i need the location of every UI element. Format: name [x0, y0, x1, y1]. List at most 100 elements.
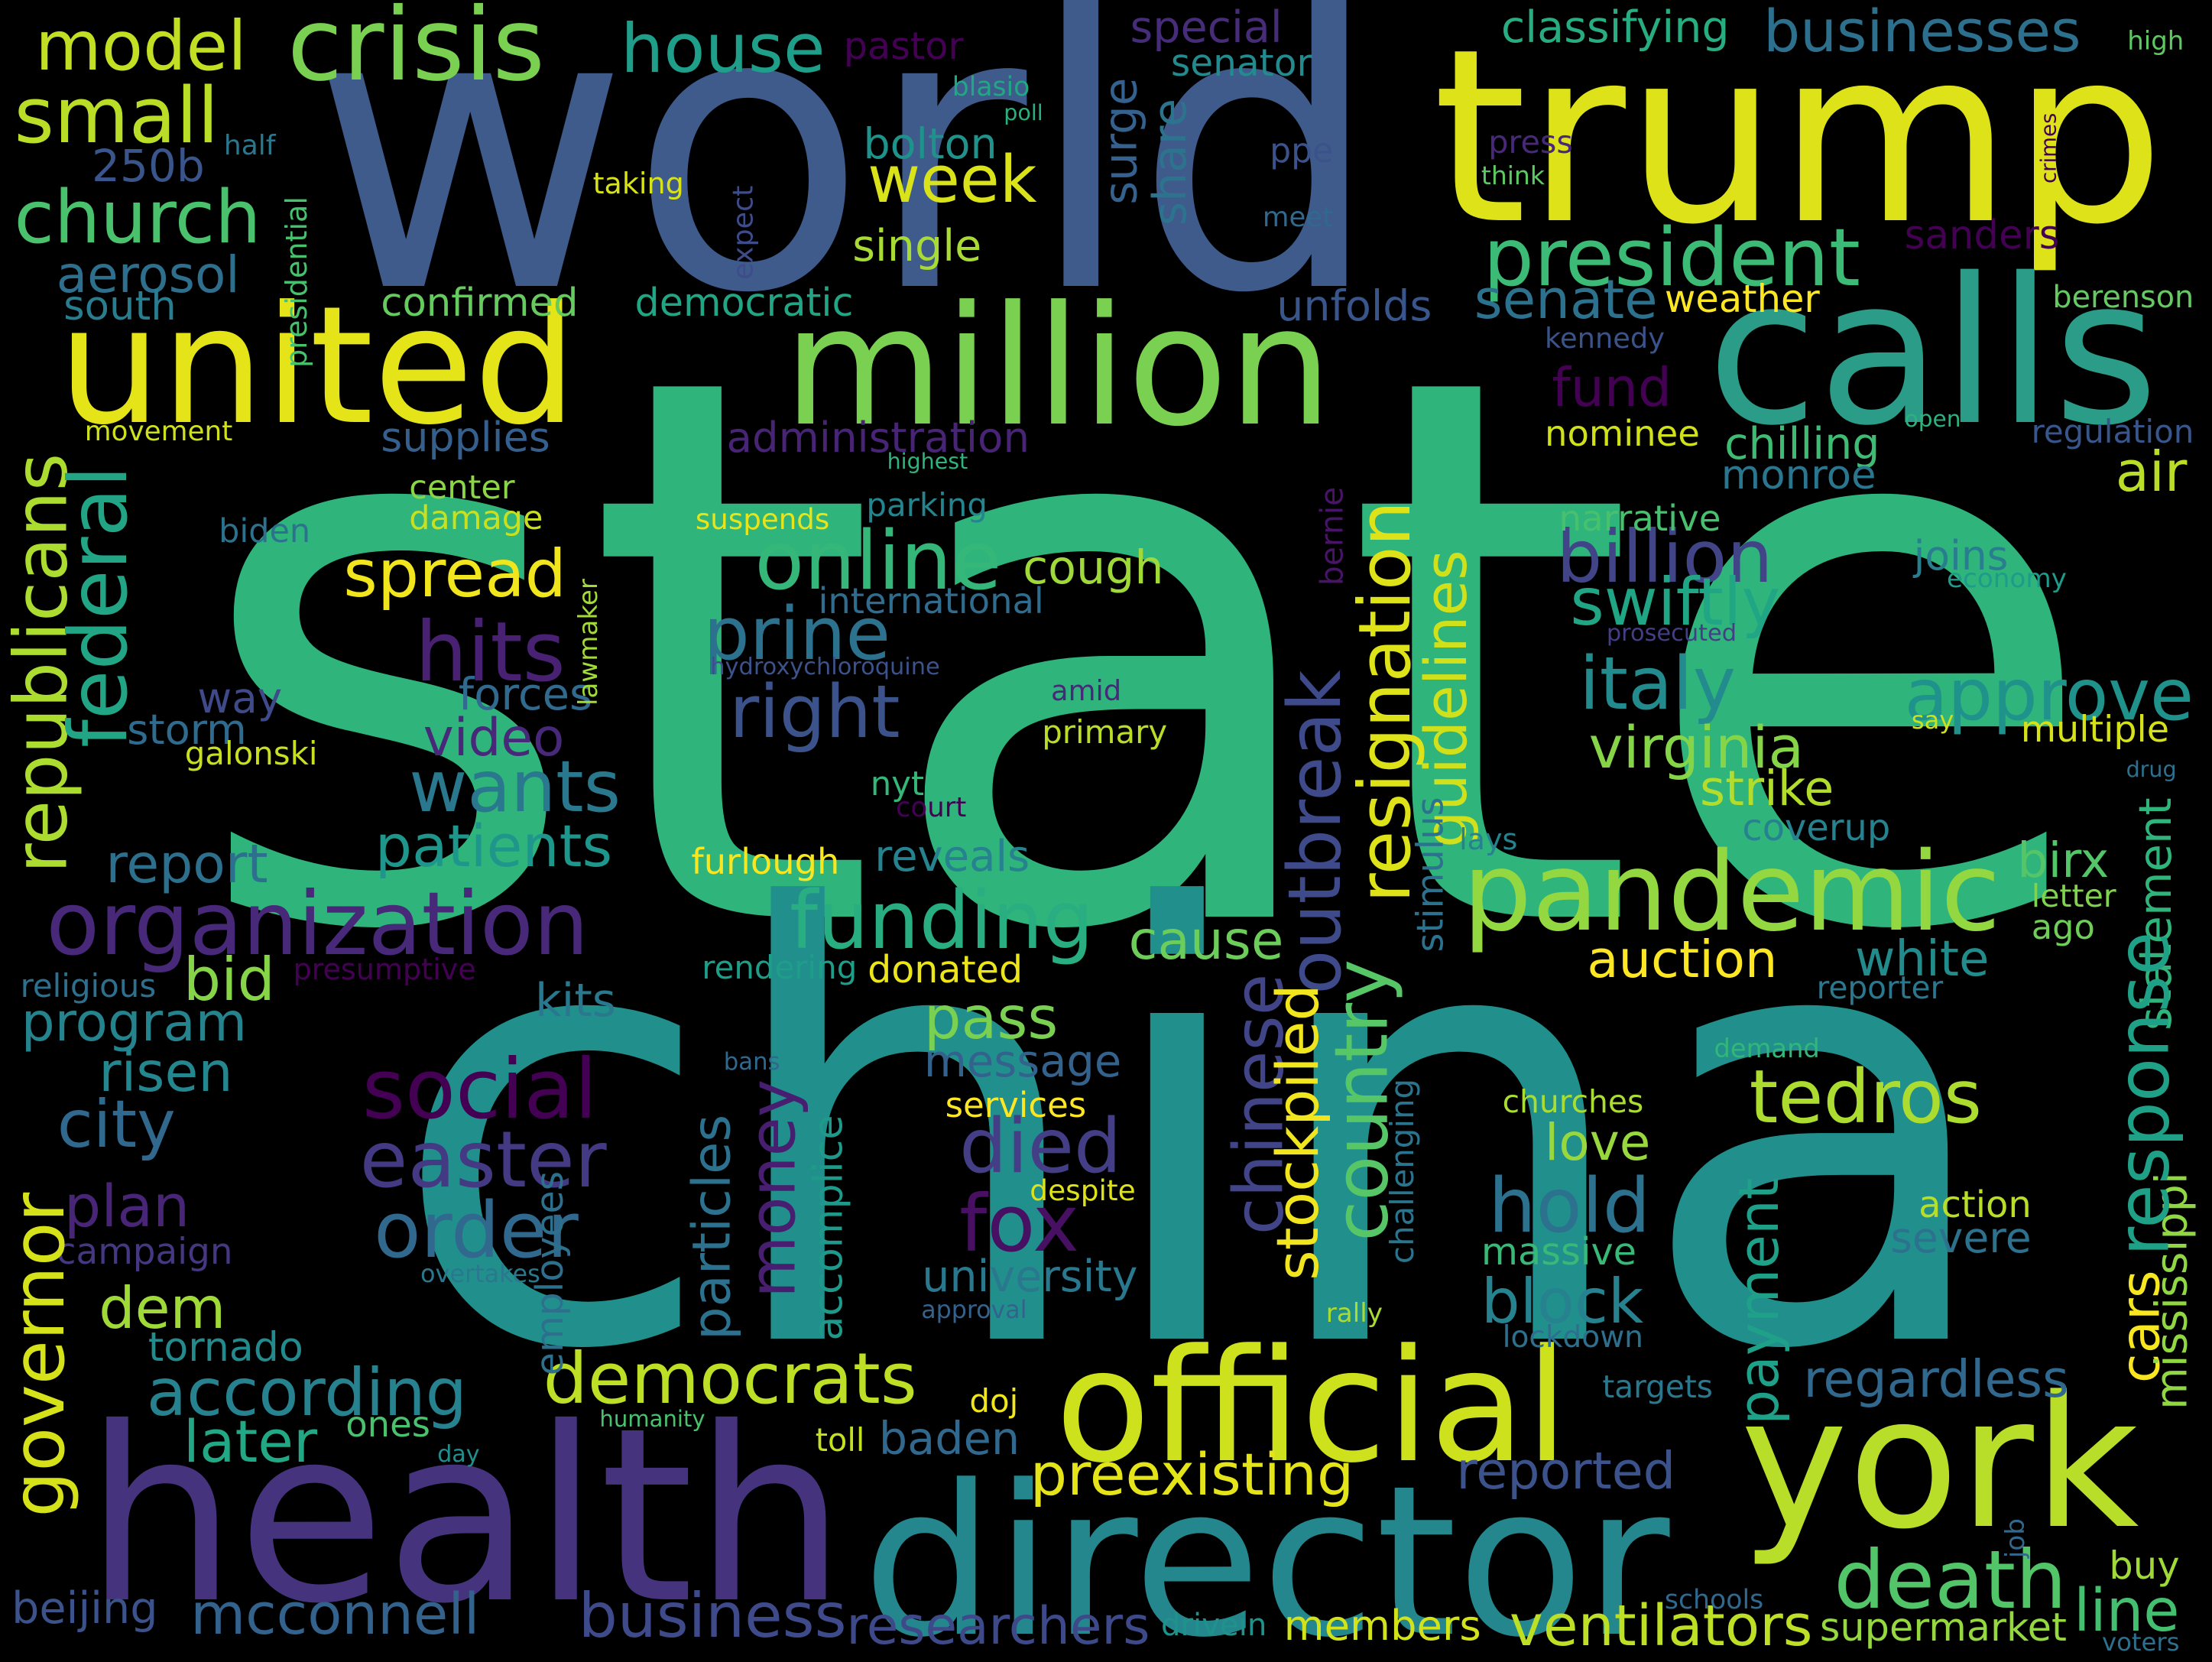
word-movement: movement — [84, 415, 233, 447]
word-berenson: berenson — [2052, 279, 2194, 315]
word-later: later — [183, 1408, 318, 1476]
word-drivein: drivein — [1161, 1608, 1267, 1644]
word-risen: risen — [99, 1040, 233, 1105]
word-lockdown: lockdown — [1502, 1320, 1643, 1355]
word-meet: meet — [1262, 201, 1334, 233]
word-died: died — [959, 1102, 1122, 1190]
word-line: line — [2074, 1577, 2180, 1646]
word-payment: payment — [1727, 1178, 1792, 1426]
word-ones: ones — [345, 1404, 430, 1445]
word-report: report — [105, 833, 268, 895]
word-doj: doj — [969, 1381, 1019, 1420]
word-press: press — [1488, 123, 1573, 161]
word-democratic: democratic — [634, 280, 854, 326]
word-presidential: presidential — [279, 196, 313, 368]
word-state: state — [190, 216, 2103, 1096]
word-kits: kits — [535, 973, 617, 1027]
word-high: high — [2127, 25, 2184, 56]
word-swiftly: swiftly — [1570, 565, 1781, 641]
word-drug: drug — [2126, 756, 2177, 782]
word-lays: lays — [1459, 823, 1518, 857]
word-toll: toll — [815, 1421, 865, 1459]
word-regulation: regulation — [2031, 412, 2194, 450]
word-pandemic: pandemic — [1462, 829, 2001, 956]
word-birx: birx — [2017, 832, 2110, 889]
word-senator: senator — [1170, 41, 1312, 85]
word-galonski: galonski — [184, 734, 318, 772]
word-monroe: monroe — [1721, 452, 1876, 499]
word-bernie: bernie — [1312, 486, 1350, 586]
word-calls: calls — [1707, 235, 2158, 470]
word-beijing: beijing — [11, 1582, 158, 1634]
word-million: million — [783, 271, 1333, 463]
word-forces: forces — [458, 668, 593, 721]
word-organization: organization — [46, 872, 589, 975]
word-crimes: crimes — [2035, 112, 2061, 184]
word-fox: fox — [959, 1177, 1079, 1270]
word-video: video — [423, 706, 565, 768]
word-city: city — [57, 1087, 176, 1164]
word-unfolds: unfolds — [1276, 281, 1432, 331]
word-multiple: multiple — [2020, 709, 2170, 751]
word-block: block — [1481, 1265, 1644, 1337]
word-buy: buy — [2109, 1543, 2180, 1588]
word-single: single — [852, 221, 982, 272]
word-week: week — [868, 142, 1037, 218]
word-reveals: reveals — [874, 832, 1030, 882]
word-according: according — [146, 1355, 468, 1431]
word-reporter: reporter — [1816, 969, 1944, 1006]
word-program: program — [21, 992, 248, 1053]
word-virginia: virginia — [1588, 713, 1805, 782]
word-poll: poll — [1004, 100, 1043, 126]
word-reported: reported — [1456, 1440, 1676, 1501]
word-spread: spread — [343, 537, 566, 613]
word-bans: bans — [723, 1049, 780, 1076]
word-senate: senate — [1474, 267, 1658, 331]
word-special: special — [1130, 2, 1283, 54]
word-baden: baden — [878, 1412, 1020, 1466]
word-economy: economy — [1947, 563, 2067, 594]
word-right: right — [729, 670, 900, 755]
word-trump: trump — [1432, 0, 2165, 278]
word-campaign: campaign — [56, 1231, 233, 1273]
word-biden: biden — [219, 512, 311, 551]
word-south: south — [63, 283, 177, 329]
word-damage: damage — [409, 498, 543, 537]
word-administration: administration — [726, 412, 1030, 462]
word-pastor: pastor — [843, 24, 964, 69]
word-churches: churches — [1502, 1083, 1644, 1121]
word-nominee: nominee — [1545, 413, 1700, 455]
word-strike: strike — [1700, 760, 1834, 816]
word-message: message — [923, 1036, 1122, 1088]
word-prosecuted: prosecuted — [1606, 619, 1737, 647]
word-coverup: coverup — [1742, 807, 1891, 850]
word-confirmed: confirmed — [381, 280, 579, 326]
word-dem: dem — [99, 1274, 226, 1342]
word-court: court — [896, 791, 967, 823]
word-governor: governor — [0, 1192, 81, 1518]
word-model: model — [35, 5, 247, 86]
word-rendering: rendering — [702, 949, 858, 987]
word-humanity: humanity — [599, 1406, 705, 1433]
word-demand: demand — [1714, 1033, 1820, 1063]
word-bolton: bolton — [863, 119, 997, 169]
word-supplies: supplies — [381, 413, 550, 462]
word-social: social — [362, 1041, 598, 1138]
word-tornado: tornado — [148, 1324, 303, 1371]
word-say: say — [1911, 706, 1954, 735]
word-hold: hold — [1488, 1162, 1651, 1250]
word-fund: fund — [1552, 356, 1672, 419]
word-prine: prine — [703, 592, 891, 677]
word-members: members — [1283, 1601, 1481, 1650]
word-love: love — [1545, 1113, 1651, 1172]
word-aerosol: aerosol — [56, 245, 240, 304]
word-house: house — [621, 9, 825, 89]
word-primary: primary — [1042, 713, 1168, 751]
word-york: york — [1740, 1358, 2139, 1569]
word-overtakes: overtakes — [420, 1258, 540, 1288]
word-sanders: sanders — [1904, 213, 2060, 259]
word-crisis: crisis — [287, 0, 546, 105]
word-half: half — [223, 130, 276, 161]
word-death: death — [1834, 1533, 2067, 1628]
